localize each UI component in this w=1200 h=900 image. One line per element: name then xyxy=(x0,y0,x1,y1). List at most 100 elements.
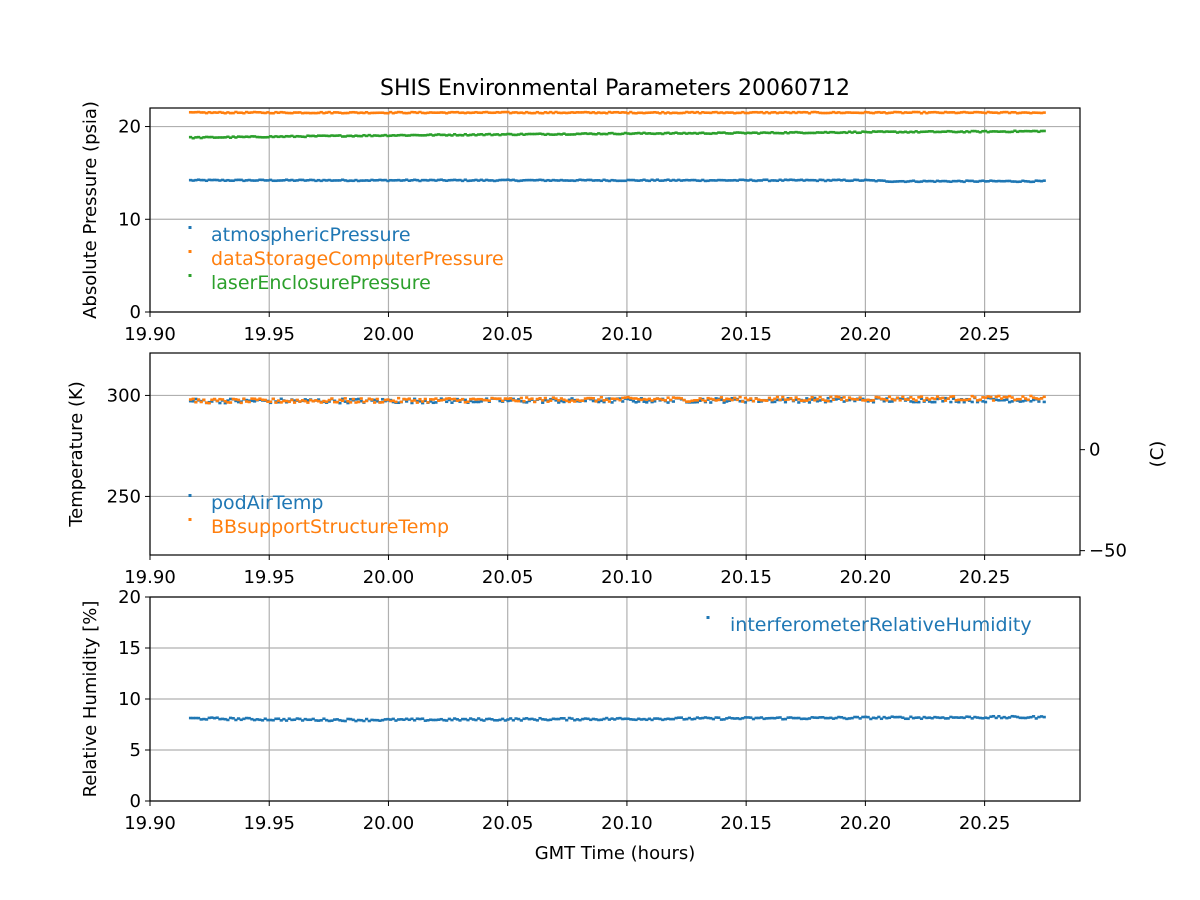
data-point xyxy=(834,111,838,115)
data-point xyxy=(871,398,876,402)
data-point xyxy=(583,717,587,720)
data-point xyxy=(215,399,219,403)
data-point xyxy=(1002,110,1006,114)
data-point xyxy=(383,111,387,115)
chart-panels: 19.90 19.95 20.00 20.05 20.10 20.15 20.20 20.25… xyxy=(66,101,1168,864)
data-point xyxy=(845,717,849,721)
data-point xyxy=(386,134,390,138)
data-point xyxy=(327,398,331,402)
data-point xyxy=(607,397,611,400)
data-point xyxy=(650,178,654,182)
data-point xyxy=(405,717,409,721)
data-point xyxy=(714,397,718,400)
data-point xyxy=(682,111,686,115)
data-point xyxy=(711,110,716,114)
data-point xyxy=(925,111,929,115)
data-point xyxy=(373,111,377,115)
data-point xyxy=(671,111,676,115)
data-point xyxy=(357,397,361,401)
data-point xyxy=(207,716,211,720)
data-point xyxy=(338,401,342,405)
data-point xyxy=(274,179,278,183)
data-point xyxy=(458,400,462,404)
data-point xyxy=(279,110,283,114)
data-point xyxy=(829,179,833,182)
data-point xyxy=(423,719,427,722)
data-point xyxy=(1026,398,1030,402)
data-point xyxy=(1034,397,1038,400)
x-tick-label: 20.25 xyxy=(959,324,1011,345)
data-point xyxy=(677,178,681,182)
data-point xyxy=(434,718,438,722)
data-point xyxy=(959,180,964,183)
data-point xyxy=(954,111,958,115)
data-point xyxy=(967,179,972,183)
data-point xyxy=(469,717,473,720)
data-point xyxy=(383,178,387,182)
data-point xyxy=(807,398,812,401)
data-point xyxy=(791,110,796,114)
data-point xyxy=(493,397,497,400)
data-point xyxy=(418,110,422,114)
data-point xyxy=(292,179,297,182)
data-point xyxy=(698,397,702,400)
data-point xyxy=(490,718,494,721)
data-point xyxy=(498,718,502,722)
data-point xyxy=(506,399,510,403)
data-point xyxy=(930,400,934,404)
data-point xyxy=(615,397,619,401)
data-point xyxy=(634,400,638,404)
data-point xyxy=(938,397,942,400)
data-point xyxy=(919,111,924,115)
data-point xyxy=(898,110,902,114)
data-point xyxy=(266,718,270,722)
data-point xyxy=(757,132,761,135)
data-point xyxy=(1026,129,1030,133)
data-point xyxy=(381,397,385,401)
data-point xyxy=(645,398,649,401)
data-point xyxy=(935,397,940,401)
data-point xyxy=(311,111,315,115)
data-point xyxy=(434,397,438,400)
data-point xyxy=(573,111,577,114)
data-point xyxy=(722,718,726,721)
data-point xyxy=(610,111,614,114)
data-point xyxy=(354,719,358,723)
data-point xyxy=(1007,400,1012,404)
data-point xyxy=(687,716,692,720)
data-point xyxy=(874,111,878,114)
data-point xyxy=(725,111,729,114)
data-point xyxy=(549,179,553,182)
data-point xyxy=(509,178,513,182)
data-point xyxy=(639,398,643,402)
data-point xyxy=(303,399,307,403)
data-point xyxy=(551,717,555,721)
data-point xyxy=(781,179,785,182)
data-point xyxy=(981,129,985,133)
data-point xyxy=(405,111,409,115)
data-point xyxy=(679,132,684,135)
data-point xyxy=(973,715,977,719)
data-point xyxy=(853,397,857,401)
data-point xyxy=(202,398,206,402)
data-point xyxy=(450,718,454,722)
data-point xyxy=(188,178,193,182)
data-point xyxy=(970,717,974,720)
data-point xyxy=(661,132,665,136)
data-point xyxy=(973,129,977,133)
data-point xyxy=(191,397,195,401)
data-point xyxy=(730,398,734,402)
data-point xyxy=(575,398,579,402)
data-point xyxy=(234,399,238,403)
data-point xyxy=(426,718,430,722)
data-point xyxy=(957,179,961,183)
data-point xyxy=(1031,396,1036,399)
data-point xyxy=(471,397,475,401)
data-point xyxy=(810,110,814,114)
data-point xyxy=(351,110,355,114)
data-point xyxy=(623,179,627,183)
data-point xyxy=(332,111,337,114)
data-point xyxy=(695,400,700,404)
data-point xyxy=(514,179,518,182)
data-point xyxy=(978,716,982,720)
